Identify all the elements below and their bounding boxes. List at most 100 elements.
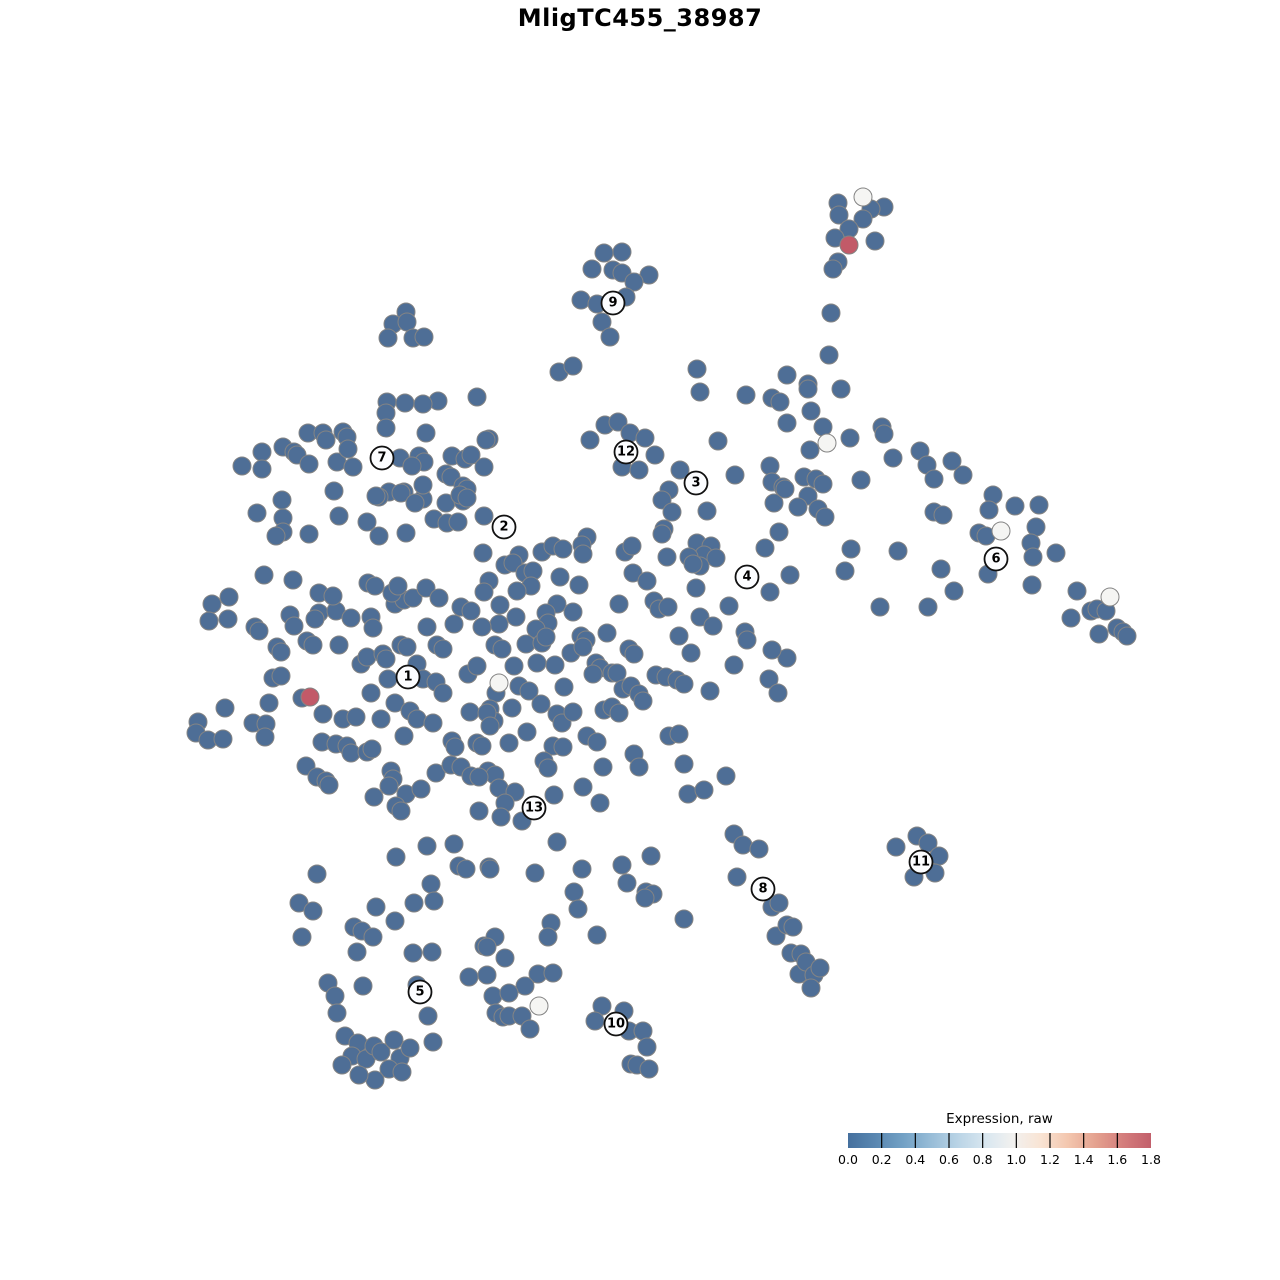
- data-point-low: [472, 617, 492, 637]
- data-point-low: [324, 481, 344, 501]
- data-point-low: [499, 733, 519, 753]
- cluster-label-circle: [407, 979, 433, 1005]
- data-point-low: [365, 576, 385, 596]
- data-point-low: [563, 356, 583, 376]
- data-point-low: [407, 709, 427, 729]
- data-point-low: [397, 637, 417, 657]
- data-point-low: [515, 976, 535, 996]
- data-point-low: [417, 617, 437, 637]
- data-point-low: [657, 547, 677, 567]
- data-point-low: [725, 465, 745, 485]
- data-point-low: [366, 897, 386, 917]
- cluster-label: 4: [734, 564, 760, 590]
- data-point-low: [474, 582, 494, 602]
- data-point-mid: [1100, 587, 1120, 607]
- cluster-label: 12: [613, 439, 639, 465]
- data-point-low: [319, 775, 339, 795]
- data-point-low: [517, 722, 537, 742]
- cluster-label-circle: [369, 445, 395, 471]
- cluster-label-circle: [600, 290, 626, 316]
- data-point-low: [683, 554, 703, 574]
- data-point-low: [531, 694, 551, 714]
- data-point-low: [327, 1003, 347, 1023]
- data-point-low: [587, 925, 607, 945]
- cluster-label-circle: [613, 439, 639, 465]
- data-point-low: [788, 497, 808, 517]
- data-point-low: [414, 327, 434, 347]
- data-point-low: [316, 430, 336, 450]
- data-point-low: [933, 505, 953, 525]
- cluster-label: 1: [395, 664, 421, 690]
- data-point-low: [600, 327, 620, 347]
- cluster-label: 2: [491, 514, 517, 540]
- data-point-low: [378, 328, 398, 348]
- data-point-low: [489, 614, 509, 634]
- data-point-low: [783, 917, 803, 937]
- data-point-low: [674, 674, 694, 694]
- data-point-low: [361, 683, 381, 703]
- data-point-low: [840, 428, 860, 448]
- data-point-low: [369, 526, 389, 546]
- data-point-low: [303, 901, 323, 921]
- data-point-low: [385, 693, 405, 713]
- data-point-low: [629, 460, 649, 480]
- data-point-low: [292, 927, 312, 947]
- data-point-low: [506, 607, 526, 627]
- data-point-low: [609, 703, 629, 723]
- data-point-low: [467, 656, 487, 676]
- cluster-label-number: 2: [499, 520, 508, 535]
- data-point-low: [687, 359, 707, 379]
- cluster-label-circle: [395, 664, 421, 690]
- data-point-low: [813, 474, 833, 494]
- data-point-low: [624, 272, 644, 292]
- data-point-low: [502, 698, 522, 718]
- data-point-low: [800, 440, 820, 460]
- data-point-low: [853, 209, 873, 229]
- data-point-low: [495, 948, 515, 968]
- data-point-low: [363, 618, 383, 638]
- data-point-low: [391, 801, 411, 821]
- data-point-low: [641, 846, 661, 866]
- data-point-low: [424, 891, 444, 911]
- data-point-low: [461, 445, 481, 465]
- data-point-low: [516, 634, 536, 654]
- data-point-low: [218, 609, 238, 629]
- data-point-low: [385, 911, 405, 931]
- data-point-low: [637, 571, 657, 591]
- data-point-low: [476, 430, 496, 450]
- data-point-low: [635, 428, 655, 448]
- data-point-low: [492, 639, 512, 659]
- data-point-low: [550, 567, 570, 587]
- data-point-low: [645, 445, 665, 465]
- data-point-low: [587, 732, 607, 752]
- data-point-low: [421, 874, 441, 894]
- cluster-label-circle: [491, 514, 517, 540]
- data-point-low: [607, 663, 627, 683]
- data-point-low: [810, 958, 830, 978]
- data-point-low: [801, 401, 821, 421]
- data-point-low: [346, 707, 366, 727]
- data-point-low: [703, 616, 723, 636]
- cluster-label-number: 10: [607, 1017, 625, 1032]
- legend-title: Expression, raw: [946, 1111, 1053, 1127]
- data-point-low: [573, 777, 593, 797]
- data-point-low: [259, 693, 279, 713]
- data-point-low: [759, 669, 779, 689]
- data-point-low: [635, 888, 655, 908]
- data-point-low: [553, 539, 573, 559]
- cluster-label: 8: [750, 876, 776, 902]
- cluster-label-number: 13: [525, 801, 543, 816]
- data-point-low: [384, 1030, 404, 1050]
- cluster-label-number: 3: [691, 476, 700, 491]
- data-point-low: [247, 503, 267, 523]
- data-point-low: [366, 486, 386, 506]
- data-point-high: [839, 235, 859, 255]
- data-point-low: [553, 737, 573, 757]
- data-point-low: [918, 597, 938, 617]
- data-point-low: [520, 1019, 540, 1039]
- data-point-low: [416, 578, 436, 598]
- data-point-low: [417, 836, 437, 856]
- data-point-low: [888, 541, 908, 561]
